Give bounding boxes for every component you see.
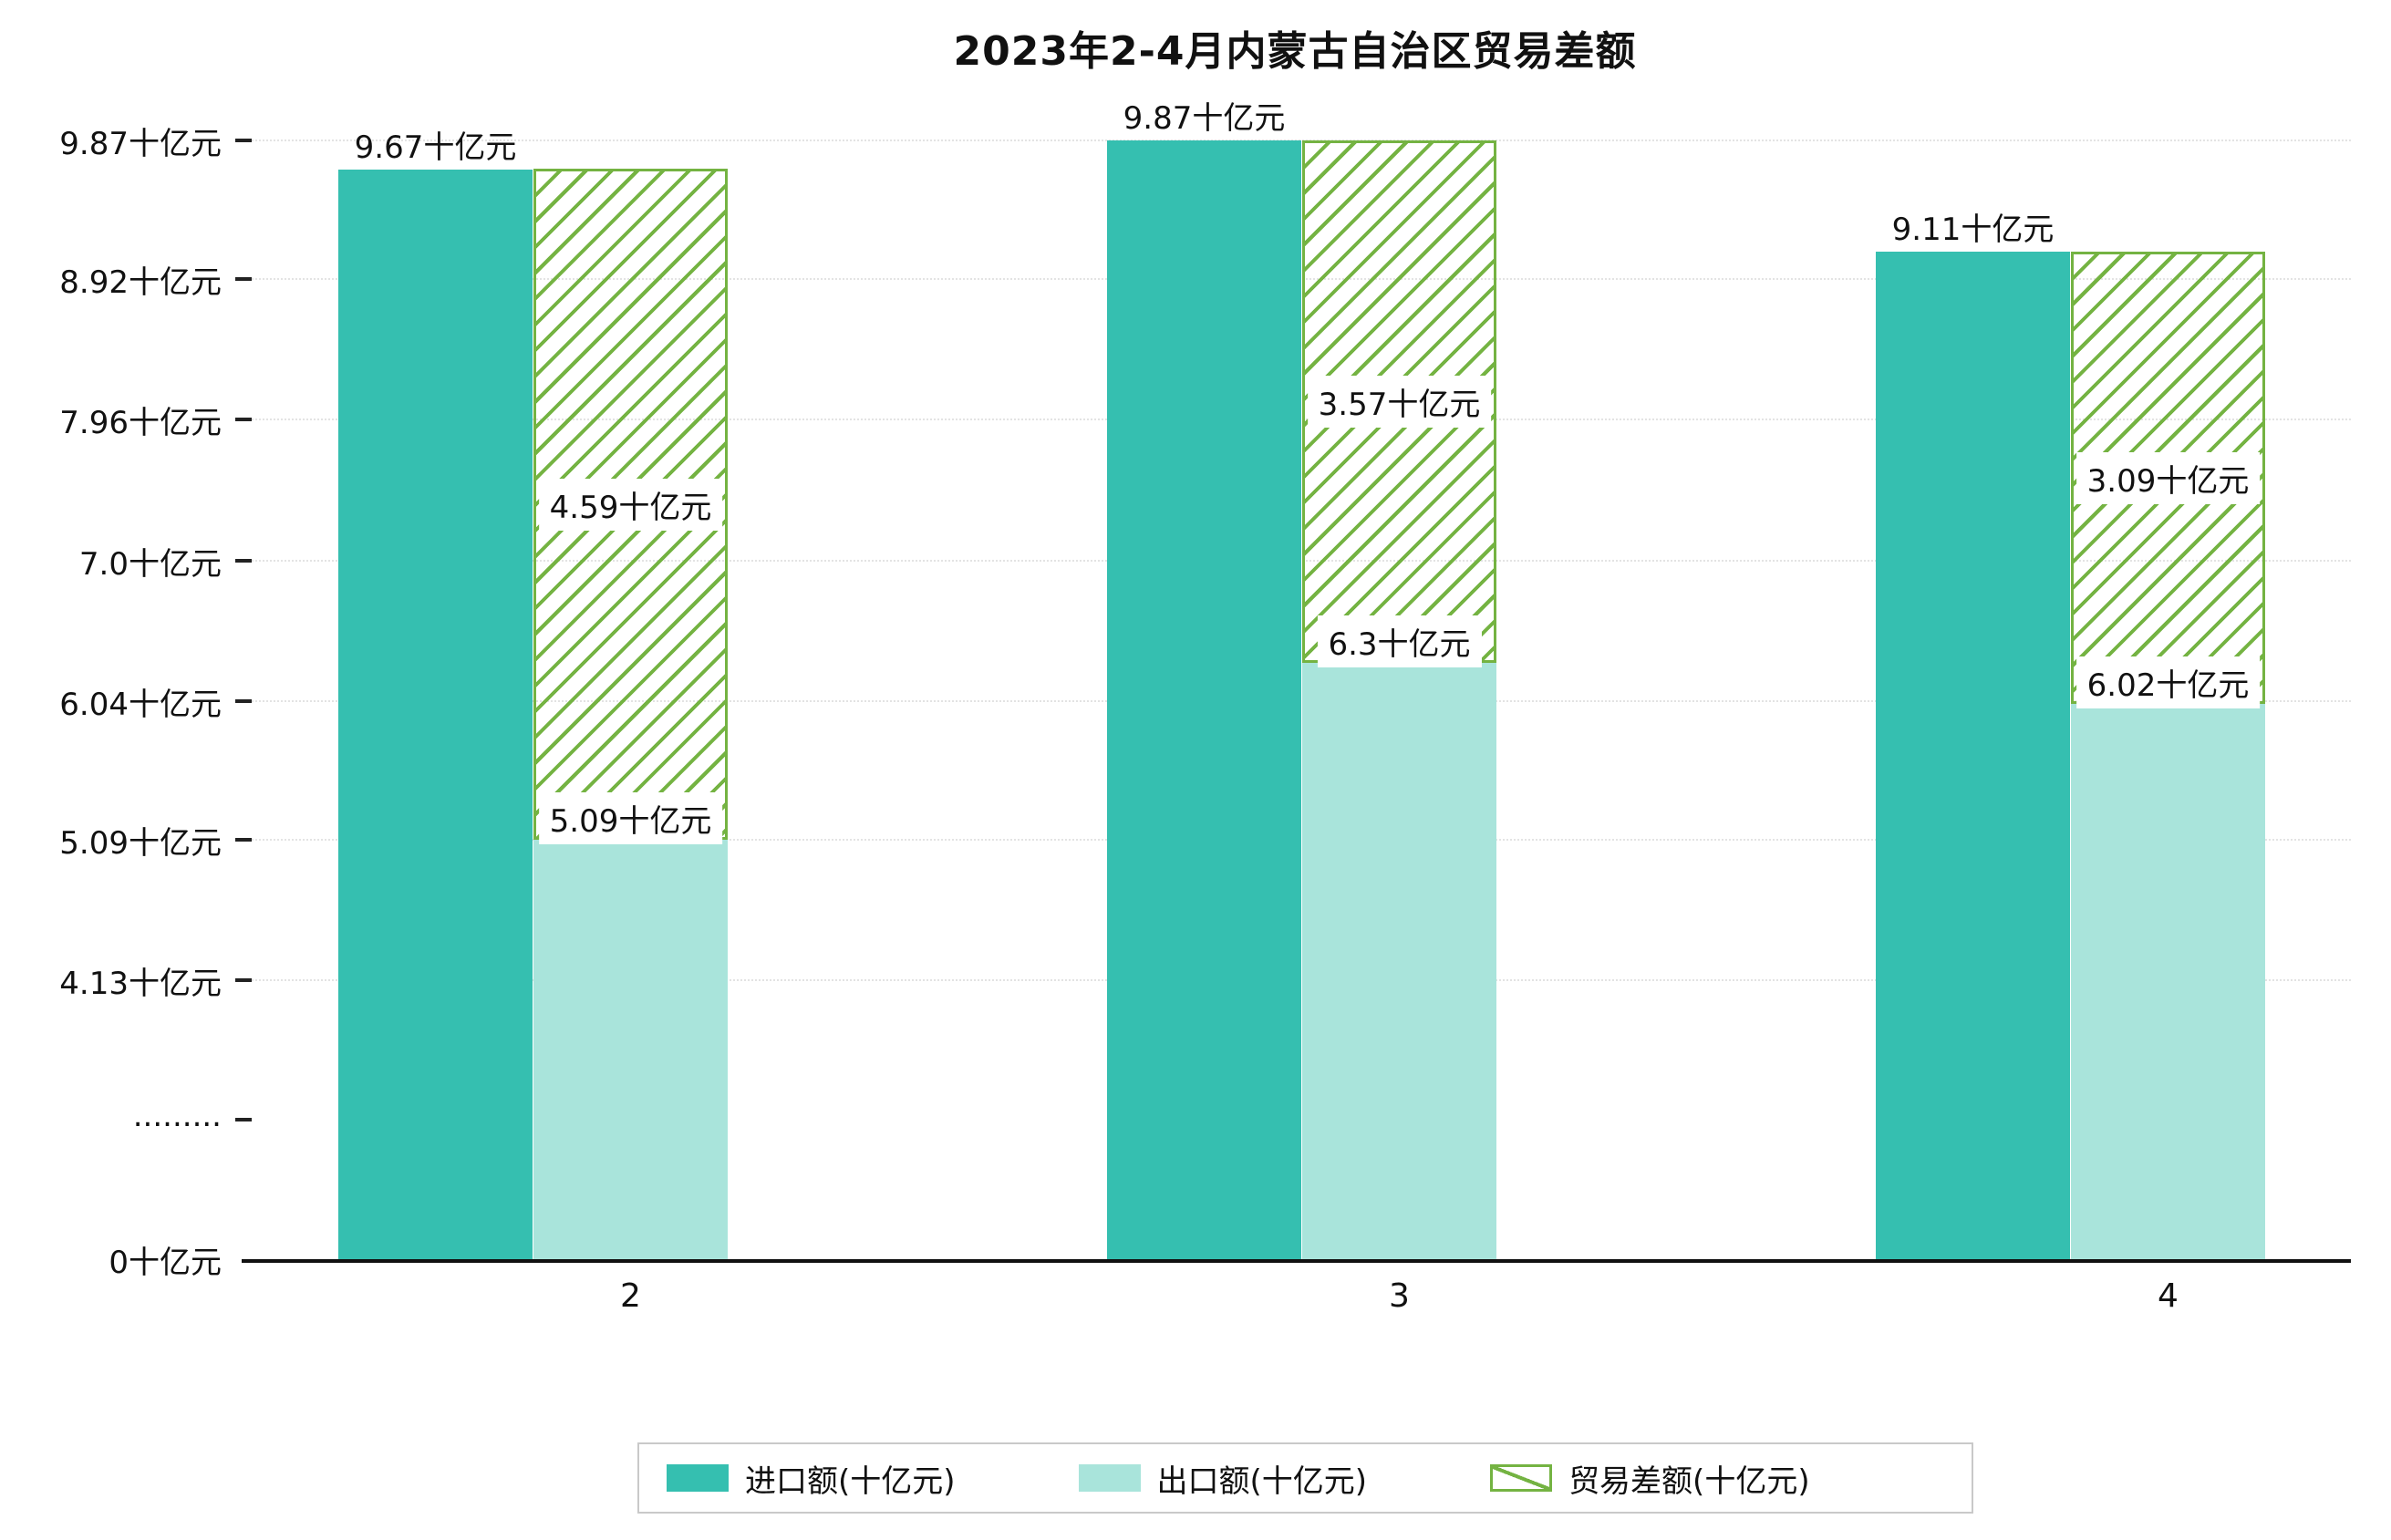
y-tick-mark [235, 558, 252, 563]
legend-label: 进口额(十亿元) [745, 1462, 956, 1500]
export-bar [2071, 703, 2265, 1259]
legend-swatch-export-icon [1078, 1464, 1141, 1492]
import-bar [338, 170, 533, 1259]
import-value-label: 9.11十亿元 [1891, 211, 2055, 248]
legend: 进口额(十亿元) 出口额(十亿元) 贸易差额(十亿元) [637, 1442, 1973, 1514]
x-axis-label: 3 [1389, 1277, 1410, 1315]
import-value-label: 9.87十亿元 [1123, 100, 1286, 138]
y-axis-label: 6.04十亿元 [59, 686, 222, 723]
y-axis-label: 8.92十亿元 [59, 264, 222, 302]
y-tick-mark [235, 418, 252, 422]
y-axis-label: ......... [132, 1098, 222, 1134]
y-axis-label: 4.13十亿元 [59, 966, 222, 1002]
y-axis-label: 5.09十亿元 [59, 824, 222, 862]
legend-swatch-import-icon [667, 1464, 729, 1492]
y-axis-label: 7.0十亿元 [78, 545, 222, 583]
y-axis-label: 0十亿元 [109, 1245, 222, 1281]
export-value-label: 6.02十亿元 [2075, 656, 2261, 708]
import-bar [1107, 140, 1301, 1259]
y-axis-label: 9.87十亿元 [59, 126, 222, 163]
x-axis-label: 2 [620, 1277, 641, 1315]
export-bar [533, 839, 728, 1259]
y-tick-mark [235, 698, 252, 703]
y-tick-mark [235, 277, 252, 282]
y-tick-mark [235, 139, 252, 143]
legend-item-export: 出口额(十亿元) [1078, 1456, 1368, 1501]
export-bar [1302, 662, 1496, 1259]
export-value-label: 5.09十亿元 [538, 791, 723, 844]
legend-item-import: 进口额(十亿元) [667, 1456, 956, 1501]
balance-value-label: 4.59十亿元 [538, 478, 723, 531]
balance-value-label: 3.09十亿元 [2075, 451, 2261, 504]
chart-title: 2023年2-4月内蒙古自治区贸易差额 [953, 28, 1637, 75]
export-value-label: 6.3十亿元 [1317, 615, 1482, 667]
balance-value-label: 3.57十亿元 [1307, 376, 1492, 429]
y-tick-mark [235, 978, 252, 982]
x-axis-line [242, 1259, 2351, 1263]
y-tick-mark [235, 837, 252, 842]
import-value-label: 9.67十亿元 [354, 129, 517, 167]
x-axis-label: 4 [2158, 1277, 2179, 1315]
legend-label: 贸易差额(十亿元) [1568, 1462, 1810, 1500]
legend-item-balance: 贸易差额(十亿元) [1490, 1456, 1810, 1501]
legend-label: 出口额(十亿元) [1156, 1462, 1368, 1500]
y-axis-label: 7.96十亿元 [59, 405, 222, 442]
y-tick-mark [235, 1118, 252, 1121]
import-bar [1876, 251, 2070, 1259]
legend-swatch-balance-icon [1490, 1464, 1553, 1492]
